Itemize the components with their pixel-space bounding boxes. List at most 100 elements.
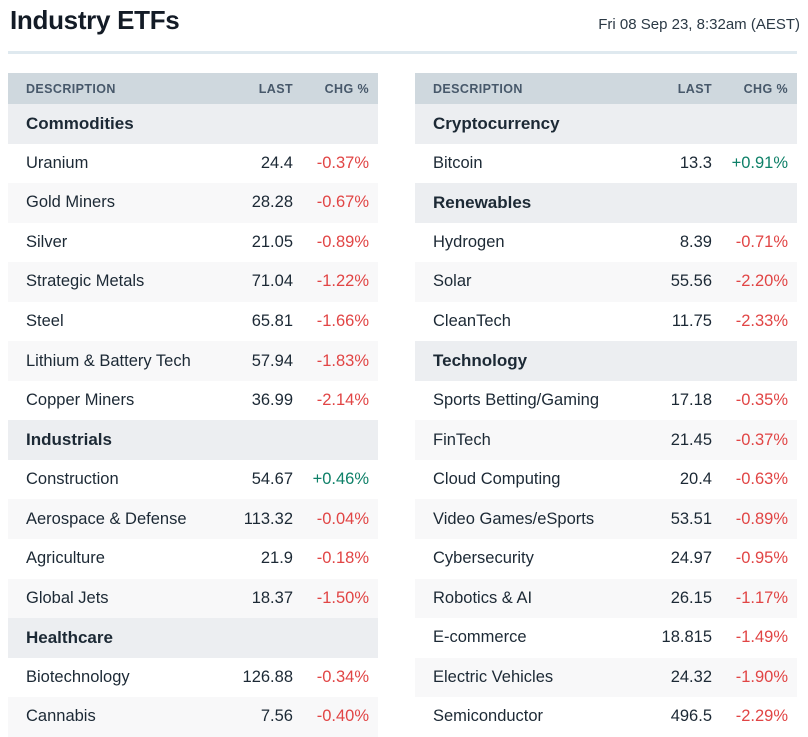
etf-table-right: DESCRIPTION LAST CHG % Cryptocurrency Bit… <box>415 73 797 737</box>
column-header-last: LAST <box>677 81 712 96</box>
etf-name: Copper Miners <box>26 391 135 410</box>
etf-row[interactable]: Strategic Metals 71.04 -1.22% <box>8 262 378 302</box>
etf-name: Sports Betting/Gaming <box>433 391 599 410</box>
section-title: Commodities <box>26 113 134 133</box>
section-title: Technology <box>433 351 528 371</box>
etf-last-value: 113.32 <box>243 509 293 528</box>
etf-row[interactable]: Lithium & Battery Tech 57.94 -1.83% <box>8 341 378 381</box>
etf-last-value: 18.815 <box>661 628 712 647</box>
etf-last-value: 496.5 <box>670 707 712 726</box>
etf-name: Lithium & Battery Tech <box>26 351 191 370</box>
etf-last-value: 55.56 <box>670 272 712 291</box>
etf-name: Electric Vehicles <box>433 667 554 686</box>
etf-change-percent: -2.29% <box>735 707 788 726</box>
section-title: Healthcare <box>26 627 113 647</box>
etf-name: Cybersecurity <box>433 549 534 568</box>
etf-name: Uranium <box>26 153 89 172</box>
etf-row[interactable]: FinTech 21.45 -0.37% <box>415 420 797 460</box>
etf-row[interactable]: Cloud Computing 20.4 -0.63% <box>415 459 797 500</box>
etf-name: Biotechnology <box>26 667 130 686</box>
etf-row[interactable]: Agriculture 21.9 -0.18% <box>8 539 378 579</box>
etf-last-value: 126.88 <box>242 667 293 686</box>
etf-name: Strategic Metals <box>26 272 145 291</box>
column-header-description: DESCRIPTION <box>26 81 116 96</box>
etf-name: Bitcoin <box>433 153 483 172</box>
etf-change-percent: -1.49% <box>735 628 788 647</box>
etf-last-value: 28.28 <box>251 193 293 212</box>
column-header-last: LAST <box>258 81 293 96</box>
etf-change-percent: -1.17% <box>735 588 788 607</box>
etf-last-value: 54.67 <box>251 470 293 489</box>
etf-row[interactable]: Cybersecurity 24.97 -0.95% <box>415 539 797 579</box>
etf-name: Solar <box>433 272 472 291</box>
etf-row[interactable]: Cannabis 7.56 -0.40% <box>8 697 378 737</box>
section-header-row: Industrials <box>8 420 378 460</box>
etf-row[interactable]: Construction 54.67 +0.46% <box>8 459 378 500</box>
section-header-row: Technology <box>415 341 797 381</box>
etf-change-percent: -0.37% <box>316 153 369 172</box>
etf-row[interactable]: Semiconductor 496.5 -2.29% <box>415 697 797 737</box>
etf-change-percent: -0.04% <box>316 509 369 528</box>
etf-change-percent: -0.18% <box>316 549 369 568</box>
etf-change-percent: -0.67% <box>316 193 369 212</box>
etf-last-value: 53.51 <box>670 509 712 528</box>
etf-row[interactable]: Robotics & AI 26.15 -1.17% <box>415 578 797 619</box>
table-header-row: DESCRIPTION LAST CHG % <box>415 73 797 104</box>
etf-change-percent: -2.14% <box>316 391 369 410</box>
etf-row[interactable]: Uranium 24.4 -0.37% <box>8 143 378 184</box>
etf-table-left: DESCRIPTION LAST CHG % Commodities Uraniu… <box>8 73 378 737</box>
etf-last-value: 20.4 <box>679 470 712 489</box>
etf-row[interactable]: Hydrogen 8.39 -0.71% <box>415 222 797 263</box>
etf-change-percent: -1.66% <box>316 312 369 330</box>
timestamp: Fri 08 Sep 23, 8:32am (AEST) <box>598 16 800 33</box>
etf-row[interactable]: Global Jets 18.37 -1.50% <box>8 578 378 619</box>
table-body: Commodities Uranium 24.4 -0.37% Gold Miners 2… <box>8 104 378 737</box>
etf-name: Cannabis <box>26 707 96 726</box>
etf-row[interactable]: Bitcoin 13.3 +0.91% <box>415 143 797 184</box>
etf-row[interactable]: Electric Vehicles 24.32 -1.90% <box>415 657 797 698</box>
etf-last-value: 26.15 <box>670 588 712 607</box>
etf-change-percent: -0.71% <box>735 232 788 251</box>
etf-last-value: 57.94 <box>251 351 293 370</box>
column-header-chg: CHG % <box>324 81 369 96</box>
etf-change-percent: -1.90% <box>735 667 788 686</box>
etf-change-percent: -0.89% <box>735 509 788 528</box>
etf-last-value: 24.32 <box>670 667 712 686</box>
etf-change-percent: -0.63% <box>735 470 788 489</box>
table-body: Cryptocurrency Bitcoin 13.3 +0.91% Renewable… <box>415 104 797 737</box>
etf-change-percent: -1.83% <box>316 351 369 370</box>
etf-row[interactable]: E-commerce 18.815 -1.49% <box>415 618 797 658</box>
etf-name: Semiconductor <box>433 707 544 726</box>
etf-change-percent: -1.50% <box>316 588 369 607</box>
etf-row[interactable]: Aerospace & Defense 113.32 -0.04% <box>8 499 378 540</box>
etf-last-value: 7.56 <box>260 707 293 726</box>
etf-change-percent: -1.22% <box>316 272 369 291</box>
etf-row[interactable]: Silver 21.05 -0.89% <box>8 222 378 263</box>
etf-row[interactable]: Solar 55.56 -2.20% <box>415 262 797 302</box>
etf-row[interactable]: Biotechnology 126.88 -0.34% <box>8 657 378 698</box>
etf-name: Video Games/eSports <box>433 509 595 528</box>
etf-last-value: 71.04 <box>251 272 293 291</box>
etf-row[interactable]: Copper Miners 36.99 -2.14% <box>8 380 378 421</box>
etf-change-percent: -2.20% <box>735 272 788 291</box>
etf-row[interactable]: CleanTech 11.75 -2.33% <box>415 301 797 342</box>
etf-last-value: 11.75 <box>671 312 712 330</box>
etf-row[interactable]: Steel 65.81 -1.66% <box>8 301 378 342</box>
etf-change-percent: -0.95% <box>735 549 788 568</box>
column-header-chg: CHG % <box>743 81 788 96</box>
section-header-row: Commodities <box>8 104 378 144</box>
etf-last-value: 24.97 <box>670 549 712 568</box>
etf-row[interactable]: Sports Betting/Gaming 17.18 -0.35% <box>415 380 797 421</box>
etf-last-value: 21.9 <box>260 549 293 568</box>
section-title: Cryptocurrency <box>433 113 560 133</box>
etf-last-value: 17.18 <box>670 391 712 410</box>
etf-name: Aerospace & Defense <box>26 509 187 528</box>
etf-name: Agriculture <box>26 549 105 568</box>
etf-row[interactable]: Gold Miners 28.28 -0.67% <box>8 183 378 223</box>
etf-row[interactable]: Video Games/eSports 53.51 -0.89% <box>415 499 797 540</box>
etf-change-percent: -0.40% <box>316 707 369 726</box>
etf-last-value: 24.4 <box>260 153 293 172</box>
section-title: Renewables <box>433 192 532 212</box>
etf-name: Steel <box>26 312 64 330</box>
